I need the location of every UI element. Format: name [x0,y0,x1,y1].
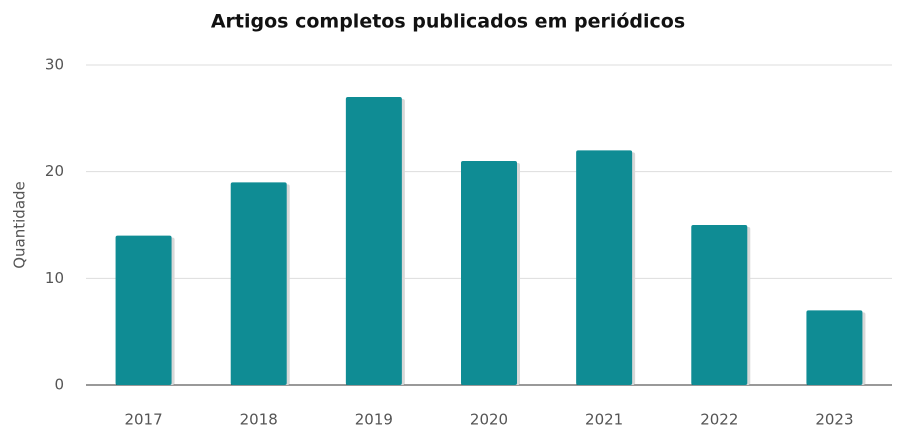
bar [691,225,748,385]
y-tick-label: 10 [45,269,64,287]
y-axis-label: Quantidade [11,181,29,269]
x-tick-label: 2018 [240,411,278,429]
bar [576,150,633,385]
x-tick-label: 2019 [355,411,393,429]
x-tick-label: 2017 [124,411,162,429]
bar [461,161,517,385]
y-tick-label: 30 [45,56,64,74]
bar [806,310,863,385]
x-tick-label: 2021 [585,411,623,429]
y-tick-label: 0 [54,376,64,394]
x-tick-label: 2023 [815,411,853,429]
x-tick-label: 2020 [470,411,508,429]
chart-title: Artigos completos publicados em periódic… [211,11,685,33]
x-tick-label: 2022 [700,411,738,429]
y-tick-label: 20 [45,162,64,180]
bar [230,182,287,385]
bar [345,97,402,385]
bar [115,235,172,385]
